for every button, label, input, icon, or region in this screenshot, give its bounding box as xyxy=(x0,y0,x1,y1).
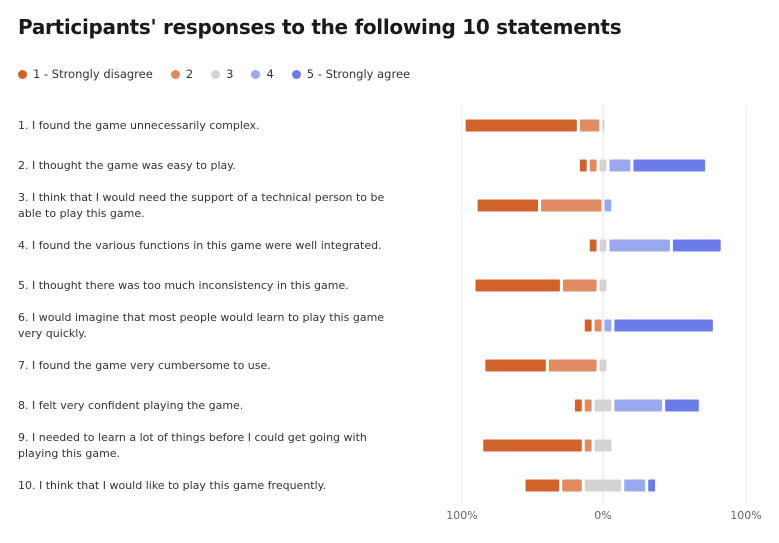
statement-label-6: 6. I would imagine that most people woul… xyxy=(18,311,385,340)
bar-statement-9-level-1 xyxy=(483,439,582,452)
bar-statement-10-level-2 xyxy=(562,479,582,492)
bar-statement-5-level-1 xyxy=(475,279,560,292)
bar-statement-8-level-4 xyxy=(614,399,663,412)
legend-label-3: 3 xyxy=(226,67,234,81)
x-tick-label: 100% xyxy=(730,509,761,522)
bar-statement-2-level-5 xyxy=(633,159,706,172)
statement-label-7: 7. I found the game very cumbersome to u… xyxy=(18,359,271,372)
bar-statement-7-level-2 xyxy=(548,359,597,372)
bar-statement-3-level-1 xyxy=(477,199,539,212)
bar-statement-2-level-1 xyxy=(579,159,587,172)
legend-label-5: 5 - Strongly agree xyxy=(306,67,411,81)
statement-label-2: 2. I thought the game was easy to play. xyxy=(18,159,236,172)
legend-swatch-5 xyxy=(291,69,301,79)
legend-item-1: 1 - Strongly disagree xyxy=(18,67,153,81)
legend-swatch-3 xyxy=(211,69,221,79)
bar-statement-10-level-4 xyxy=(624,479,646,492)
bar-statement-3-level-4 xyxy=(604,199,612,212)
bar-statement-1-level-3 xyxy=(602,119,605,132)
x-tick-label: 100% xyxy=(446,509,477,522)
legend-swatch-1 xyxy=(18,69,27,79)
statement-label-5: 5. I thought there was too much inconsis… xyxy=(18,279,349,292)
bar-statement-7-level-1 xyxy=(485,359,546,372)
bar-statement-10-level-1 xyxy=(525,479,560,492)
bar-statement-2-level-3 xyxy=(599,159,607,172)
bar-statement-6-level-2 xyxy=(594,319,602,332)
bar-statement-8-level-3 xyxy=(594,399,612,412)
statement-label-1: 1. I found the game unnecessarily comple… xyxy=(18,119,260,132)
bar-statement-1-level-1 xyxy=(465,119,577,132)
legend-swatch-2 xyxy=(170,69,180,79)
legend-label-1: 1 - Strongly disagree xyxy=(33,67,153,81)
bar-statement-2-level-2 xyxy=(589,159,597,172)
bar-statement-4-level-1 xyxy=(589,239,597,252)
legend-label-4: 4 xyxy=(266,67,274,81)
bar-statement-8-level-2 xyxy=(584,399,592,412)
bar-statement-9-level-3 xyxy=(594,439,612,452)
bar-statement-5-level-2 xyxy=(562,279,597,292)
legend-swatch-4 xyxy=(251,69,261,79)
bar-statement-1-level-2 xyxy=(579,119,600,132)
bar-statement-5-level-3 xyxy=(599,279,607,292)
legend-label-2: 2 xyxy=(185,67,194,81)
x-tick-label: 0% xyxy=(594,509,611,522)
statement-label-10: 10. I think that I would like to play th… xyxy=(18,479,327,492)
bar-statement-8-level-5 xyxy=(665,399,699,412)
bar-statement-10-level-3 xyxy=(584,479,622,492)
statement-label-4: 4. I found the various functions in this… xyxy=(18,239,382,252)
bar-statement-10-level-5 xyxy=(648,479,656,492)
statement-label-3: 3. I think that I would need the support… xyxy=(18,191,385,220)
bar-statement-9-level-2 xyxy=(584,439,592,452)
bar-statement-6-level-1 xyxy=(584,319,592,332)
bar-statement-7-level-3 xyxy=(599,359,607,372)
legend-item-2: 2 xyxy=(170,67,194,81)
statement-label-9: 9. I needed to learn a lot of things bef… xyxy=(18,431,367,460)
bar-statement-6-level-5 xyxy=(614,319,713,332)
bar-statement-2-level-4 xyxy=(609,159,631,172)
bar-statement-6-level-4 xyxy=(604,319,612,332)
statement-label-8: 8. I felt very confident playing the gam… xyxy=(18,399,244,412)
legend-item-5: 5 - Strongly agree xyxy=(291,67,411,81)
bar-statement-4-level-3 xyxy=(599,239,607,252)
bar-statement-4-level-4 xyxy=(609,239,670,252)
bar-statement-8-level-1 xyxy=(574,399,582,412)
legend-item-3: 3 xyxy=(211,67,233,81)
bar-statement-3-level-2 xyxy=(541,199,602,212)
chart-title: Participants' responses to the following… xyxy=(18,15,622,39)
legend-item-4: 4 xyxy=(251,67,274,81)
bar-statement-4-level-5 xyxy=(672,239,721,252)
legend: 1 - Strongly disagree 2 3 4 5 - Strongly… xyxy=(18,67,428,81)
